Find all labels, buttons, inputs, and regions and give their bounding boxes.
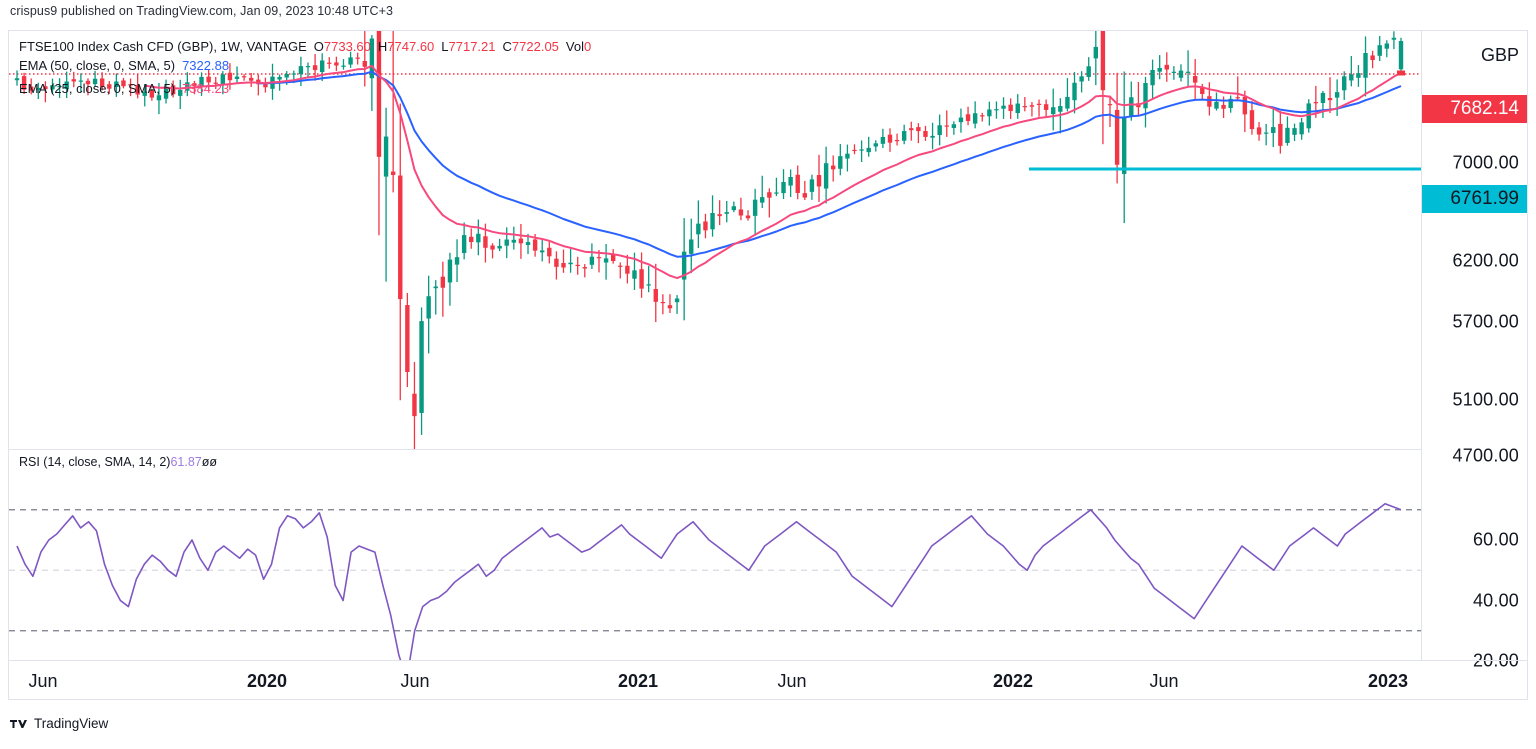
rsi-legend[interactable]: RSI (14, close, SMA, 14, 2)61.87øø [19,455,217,469]
price-axis[interactable]: GBP 7000.00 6200.00 5700.00 5100.00 4700.00 7… [1422,31,1527,671]
ema25-label: EMA (25, close, 0, SMA, 5) [19,81,176,96]
ohlc-l-value: 7717.21 [448,39,496,54]
time-axis-label: 2020 [246,671,288,691]
time-axis-label: 2021 [617,671,659,691]
currency-label: GBP [1480,45,1519,65]
rsi-extra-1: ø [201,455,210,469]
rsi-value: 61.87 [170,455,202,469]
tradingview-brand-label: TradingView [34,716,109,731]
footer: TradingView [10,716,108,731]
ohlc-l-key: L [441,39,449,54]
ohlc-o-key: O [313,39,324,54]
tradingview-logo-icon [10,719,27,728]
ohlc-h-value: 7747.60 [387,39,435,54]
ema50-label: EMA (50, close, 0, SMA, 5) [19,58,176,73]
rsi-axis-label: 60.00 [1472,529,1519,550]
candlestick-series [14,31,1404,449]
ema25-line [144,64,1402,280]
ema50-legend[interactable]: EMA (50, close, 0, SMA, 5) 7322.88 [19,58,229,74]
ema50-value: 7322.88 [182,58,230,73]
chart-frame: FTSE100 Index Cash CFD (GBP), 1W, VANTAG… [8,30,1528,700]
time-axis-label: Jun [777,671,807,691]
time-axis-label: Jun [400,671,430,691]
volume-value: 0 [583,39,592,54]
rsi-axis-label: 40.00 [1472,590,1519,611]
time-axis[interactable]: Jun 2020 Jun 2021 Jun 2022 Jun 2023 [9,660,1527,699]
time-axis-label: Jun [1149,671,1179,691]
support-level-badge[interactable]: 6761.99 [1422,185,1527,213]
rsi-plot [9,502,1421,660]
ema50-line [258,70,1402,258]
rsi-line [16,502,1402,660]
rsi-pane[interactable] [9,450,1421,660]
price-axis-label: 7000.00 [1452,152,1519,173]
ohlc-h-key: H [377,39,388,54]
rsi-label: RSI (14, close, SMA, 14, 2) [19,455,171,469]
axis-divider [1421,31,1422,660]
price-plot [9,31,1421,449]
ema25-legend[interactable]: EMA (25, close, 0, SMA, 5) 7384.23 [19,81,229,97]
ema25-value: 7384.23 [182,81,230,96]
pane-separator [9,449,1421,450]
ohlc-o-value: 7733.60 [323,39,371,54]
ohlc-c-value: 7722.05 [511,39,559,54]
time-axis-label: 2022 [992,671,1034,691]
rsi-extra-2: ø [209,455,218,469]
last-price-badge[interactable]: 7682.14 [1422,95,1527,123]
time-axis-label: Jun [28,671,58,691]
price-axis-label: 4700.00 [1452,445,1519,466]
ohlc-c-key: C [502,39,512,54]
price-axis-label: 5100.00 [1452,389,1519,410]
price-axis-label: 5700.00 [1452,311,1519,332]
time-axis-label: 2023 [1367,671,1409,691]
symbol-legend[interactable]: FTSE100 Index Cash CFD (GBP), 1W, VANTAG… [19,39,591,55]
symbol-name: FTSE100 Index Cash CFD (GBP), 1W, VANTAG… [19,39,307,54]
volume-key: Vol [565,39,584,54]
price-axis-label: 6200.00 [1452,250,1519,271]
price-pane[interactable] [9,31,1421,449]
published-by-line: crispus9 published on TradingView.com, J… [10,4,394,18]
last-price-marker [1397,70,1405,76]
